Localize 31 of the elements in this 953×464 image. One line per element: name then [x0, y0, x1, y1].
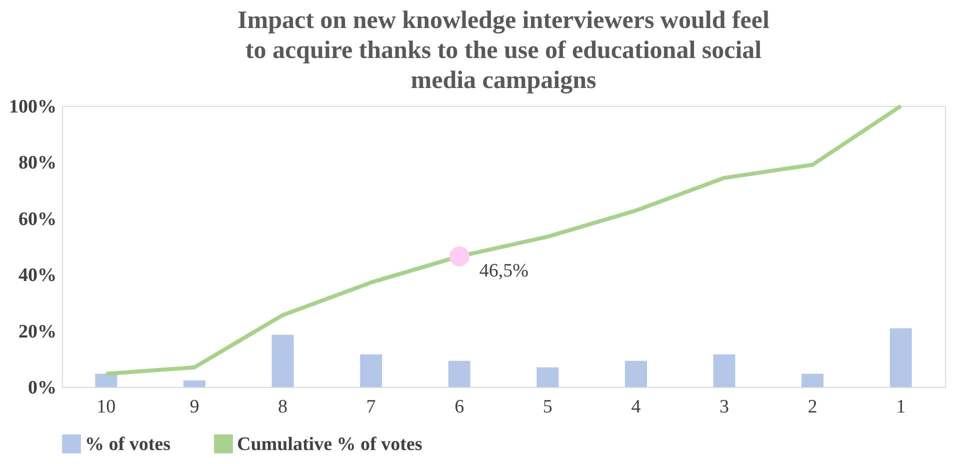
x-tick-label: 9	[190, 396, 200, 418]
bar	[272, 334, 294, 387]
bar	[713, 354, 736, 387]
chart-title: Impact on new knowledge interviewers would feel to acquire thanks to the use of educational social media campaigns	[238, 7, 770, 94]
bar	[890, 328, 912, 387]
x-tick-label: 2	[808, 396, 818, 418]
bar	[183, 380, 206, 387]
annotation: 46,5%	[479, 260, 529, 282]
y-tick-label: 80%	[18, 152, 56, 174]
x-tick-label: 7	[366, 396, 376, 418]
legend-label: % of votes	[85, 434, 170, 455]
bar	[536, 367, 559, 387]
bar	[95, 374, 118, 387]
bar	[448, 360, 470, 387]
y-tick-label: 0%	[28, 378, 56, 398]
y-tick-label: 100%	[9, 96, 56, 118]
bar	[802, 374, 824, 387]
x-tick-label: 10	[96, 396, 116, 418]
x-tick-label: 6	[454, 396, 464, 418]
bar	[624, 360, 647, 387]
legend-label: Cumulative % of votes	[237, 434, 422, 455]
y-tick-label: 20%	[18, 321, 56, 342]
y-tick-label: 60%	[18, 208, 56, 230]
x-tick-label: 8	[278, 396, 288, 418]
line-series	[104, 104, 903, 376]
x-tick-label: 3	[720, 396, 729, 418]
x-tick-label: 4	[631, 396, 642, 418]
bar	[360, 354, 382, 387]
y-tick-label: 40%	[18, 265, 56, 286]
x-tick-label: 1	[896, 396, 906, 418]
x-tick-label: 5	[542, 396, 552, 418]
